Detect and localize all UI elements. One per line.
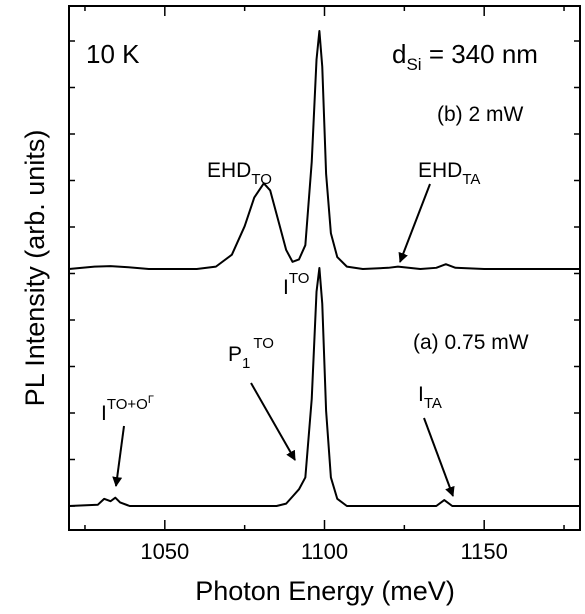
ehd-ta-sub: TA bbox=[462, 171, 480, 188]
thickness-sub: Si bbox=[406, 55, 421, 74]
ita-main: I bbox=[418, 383, 424, 406]
ito-sup: TO bbox=[289, 270, 310, 287]
ehd-ta-main: EHD bbox=[418, 159, 462, 182]
ito-og-main: I bbox=[101, 402, 107, 425]
p1to-sup: TO bbox=[253, 335, 274, 352]
ehd-ta-arrow bbox=[398, 183, 431, 263]
temperature-label: 10 K bbox=[86, 39, 140, 69]
ito-label: ITO bbox=[283, 270, 309, 299]
power-label-a: (a) 0.75 mW bbox=[413, 331, 529, 354]
x-tick-label: 1150 bbox=[461, 539, 508, 564]
ehd-to-sub: TO bbox=[251, 171, 272, 188]
ita-label: ITA bbox=[418, 383, 442, 412]
series-line-b bbox=[68, 30, 580, 270]
p1to-sub: 1 bbox=[242, 355, 250, 372]
thickness-value: = 340 nm bbox=[422, 39, 538, 69]
p1to-label: P1TO bbox=[228, 335, 274, 372]
ito-main: I bbox=[283, 276, 289, 299]
ito-og-sup2: Γ bbox=[148, 394, 154, 406]
ehd-ta-label: EHDTA bbox=[418, 159, 480, 188]
thickness-main: d bbox=[392, 39, 406, 69]
ehd-to-main: EHD bbox=[207, 159, 251, 182]
thickness-label: dSi = 340 nm bbox=[392, 39, 538, 74]
power-label-b: (b) 2 mW bbox=[437, 103, 524, 126]
ehd-to-label: EHDTO bbox=[207, 159, 272, 188]
ita-arrow bbox=[423, 417, 455, 497]
series-line-a bbox=[68, 267, 580, 507]
ito-og-label: ITO+OΓ bbox=[101, 394, 154, 425]
plot-curves bbox=[68, 30, 580, 507]
x-axis-label: Photon Energy (meV) bbox=[195, 576, 455, 606]
ita-sub: TA bbox=[424, 395, 442, 412]
p1to-main: P bbox=[228, 343, 242, 366]
p1to-arrow bbox=[250, 382, 296, 461]
x-tick-label: 1100 bbox=[301, 539, 348, 564]
ito-og-sup: TO+O bbox=[107, 396, 148, 413]
x-tick-label: 1050 bbox=[140, 539, 189, 564]
axis-ticks: 1050 1100 1150 bbox=[69, 6, 580, 564]
y-axis-label: PL Intensity (arb. units) bbox=[20, 130, 50, 407]
ito-og-arrow bbox=[112, 425, 125, 487]
